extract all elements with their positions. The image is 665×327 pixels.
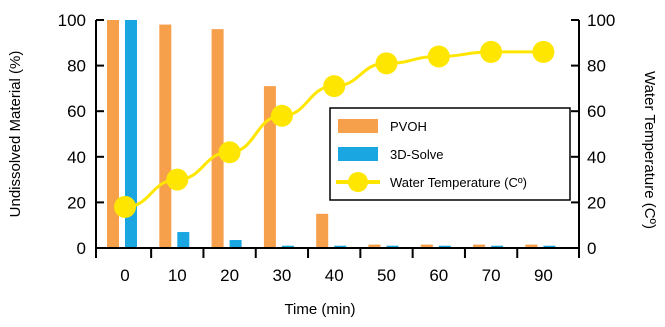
y-tick-label-left-60: 60	[67, 102, 86, 121]
bar-3d-solve-30	[281, 245, 294, 248]
y-tick-label-right-100: 100	[587, 11, 615, 30]
y-axis-right-title: Water Temperature (Cº)	[641, 71, 658, 229]
x-tick-label-0: 0	[120, 266, 129, 285]
y-tick-label-left-0: 0	[77, 239, 86, 258]
x-tick-label-90: 90	[534, 266, 553, 285]
bar-pvoh-10	[159, 24, 172, 249]
legend-swatch-3d-solve	[338, 147, 378, 161]
bar-3d-solve-0	[125, 20, 137, 248]
bar-pvoh-90	[525, 244, 538, 248]
water-temperature-point-40	[323, 75, 346, 98]
bar-pvoh-40	[316, 213, 329, 248]
legend-swatch-pvoh	[338, 119, 378, 133]
x-tick-label-40: 40	[325, 266, 344, 285]
bars-layer	[107, 20, 556, 249]
y-tick-label-left-80: 80	[67, 57, 86, 76]
water-temperature-point-90	[532, 40, 555, 63]
water-temperature-point-50	[375, 52, 398, 75]
legend-label-3d-solve: 3D-Solve	[390, 147, 443, 162]
x-tick-label-50: 50	[377, 266, 396, 285]
axes-layer: 0 0 20 20 40 40 60 60 80 80 100 100 0 10 20 30 40 50 60 70 9…	[58, 11, 616, 285]
bar-3d-solve-70	[491, 245, 504, 248]
y-tick-label-right-60: 60	[587, 102, 606, 121]
water-temperature-point-10	[166, 168, 189, 191]
bar-3d-solve-90	[543, 245, 556, 248]
line-layer	[114, 40, 555, 218]
bar-pvoh-60	[420, 244, 433, 248]
y-tick-label-right-80: 80	[587, 57, 606, 76]
bar-pvoh-20	[211, 29, 224, 249]
legend-label-water-temperature-c-: Water Temperature (Cº)	[390, 175, 527, 190]
y-axis-left-title: Undissolved Material (%)	[7, 51, 24, 218]
bar-3d-solve-20	[229, 240, 242, 248]
x-tick-label-10: 10	[168, 266, 187, 285]
y-tick-label-left-40: 40	[67, 148, 86, 167]
bar-pvoh-0	[107, 20, 119, 248]
bar-pvoh-50	[368, 244, 381, 248]
x-tick-label-20: 20	[220, 266, 239, 285]
x-tick-label-70: 70	[482, 266, 501, 285]
legend-marker-water-temperature-c-	[348, 172, 368, 192]
water-temperature-point-0	[114, 195, 136, 218]
bar-pvoh-70	[473, 244, 486, 248]
bar-3d-solve-60	[438, 245, 451, 248]
y-tick-label-right-40: 40	[587, 148, 606, 167]
legend: PVOH 3D-Solve Water Temperature (Cº)	[329, 107, 571, 201]
water-temperature-point-70	[480, 40, 503, 63]
y-tick-label-right-0: 0	[587, 239, 596, 258]
bar-pvoh-30	[263, 86, 276, 249]
y-tick-label-left-20: 20	[67, 193, 86, 212]
legend-label-pvoh: PVOH	[390, 119, 427, 134]
water-temperature-point-60	[427, 45, 450, 68]
bar-3d-solve-40	[334, 245, 347, 248]
x-axis-title: Time (min)	[284, 301, 355, 318]
bar-3d-solve-50	[386, 245, 399, 248]
water-temperature-point-30	[270, 104, 293, 127]
water-temperature-point-20	[218, 141, 241, 164]
y-tick-label-left-100: 100	[58, 11, 86, 30]
bar-3d-solve-10	[177, 232, 190, 248]
labels-layer: Time (min) Undissolved Material (%) Water …	[7, 51, 658, 318]
x-tick-label-30: 30	[272, 266, 291, 285]
x-tick-label-60: 60	[429, 266, 448, 285]
y-tick-label-right-20: 20	[587, 193, 606, 212]
